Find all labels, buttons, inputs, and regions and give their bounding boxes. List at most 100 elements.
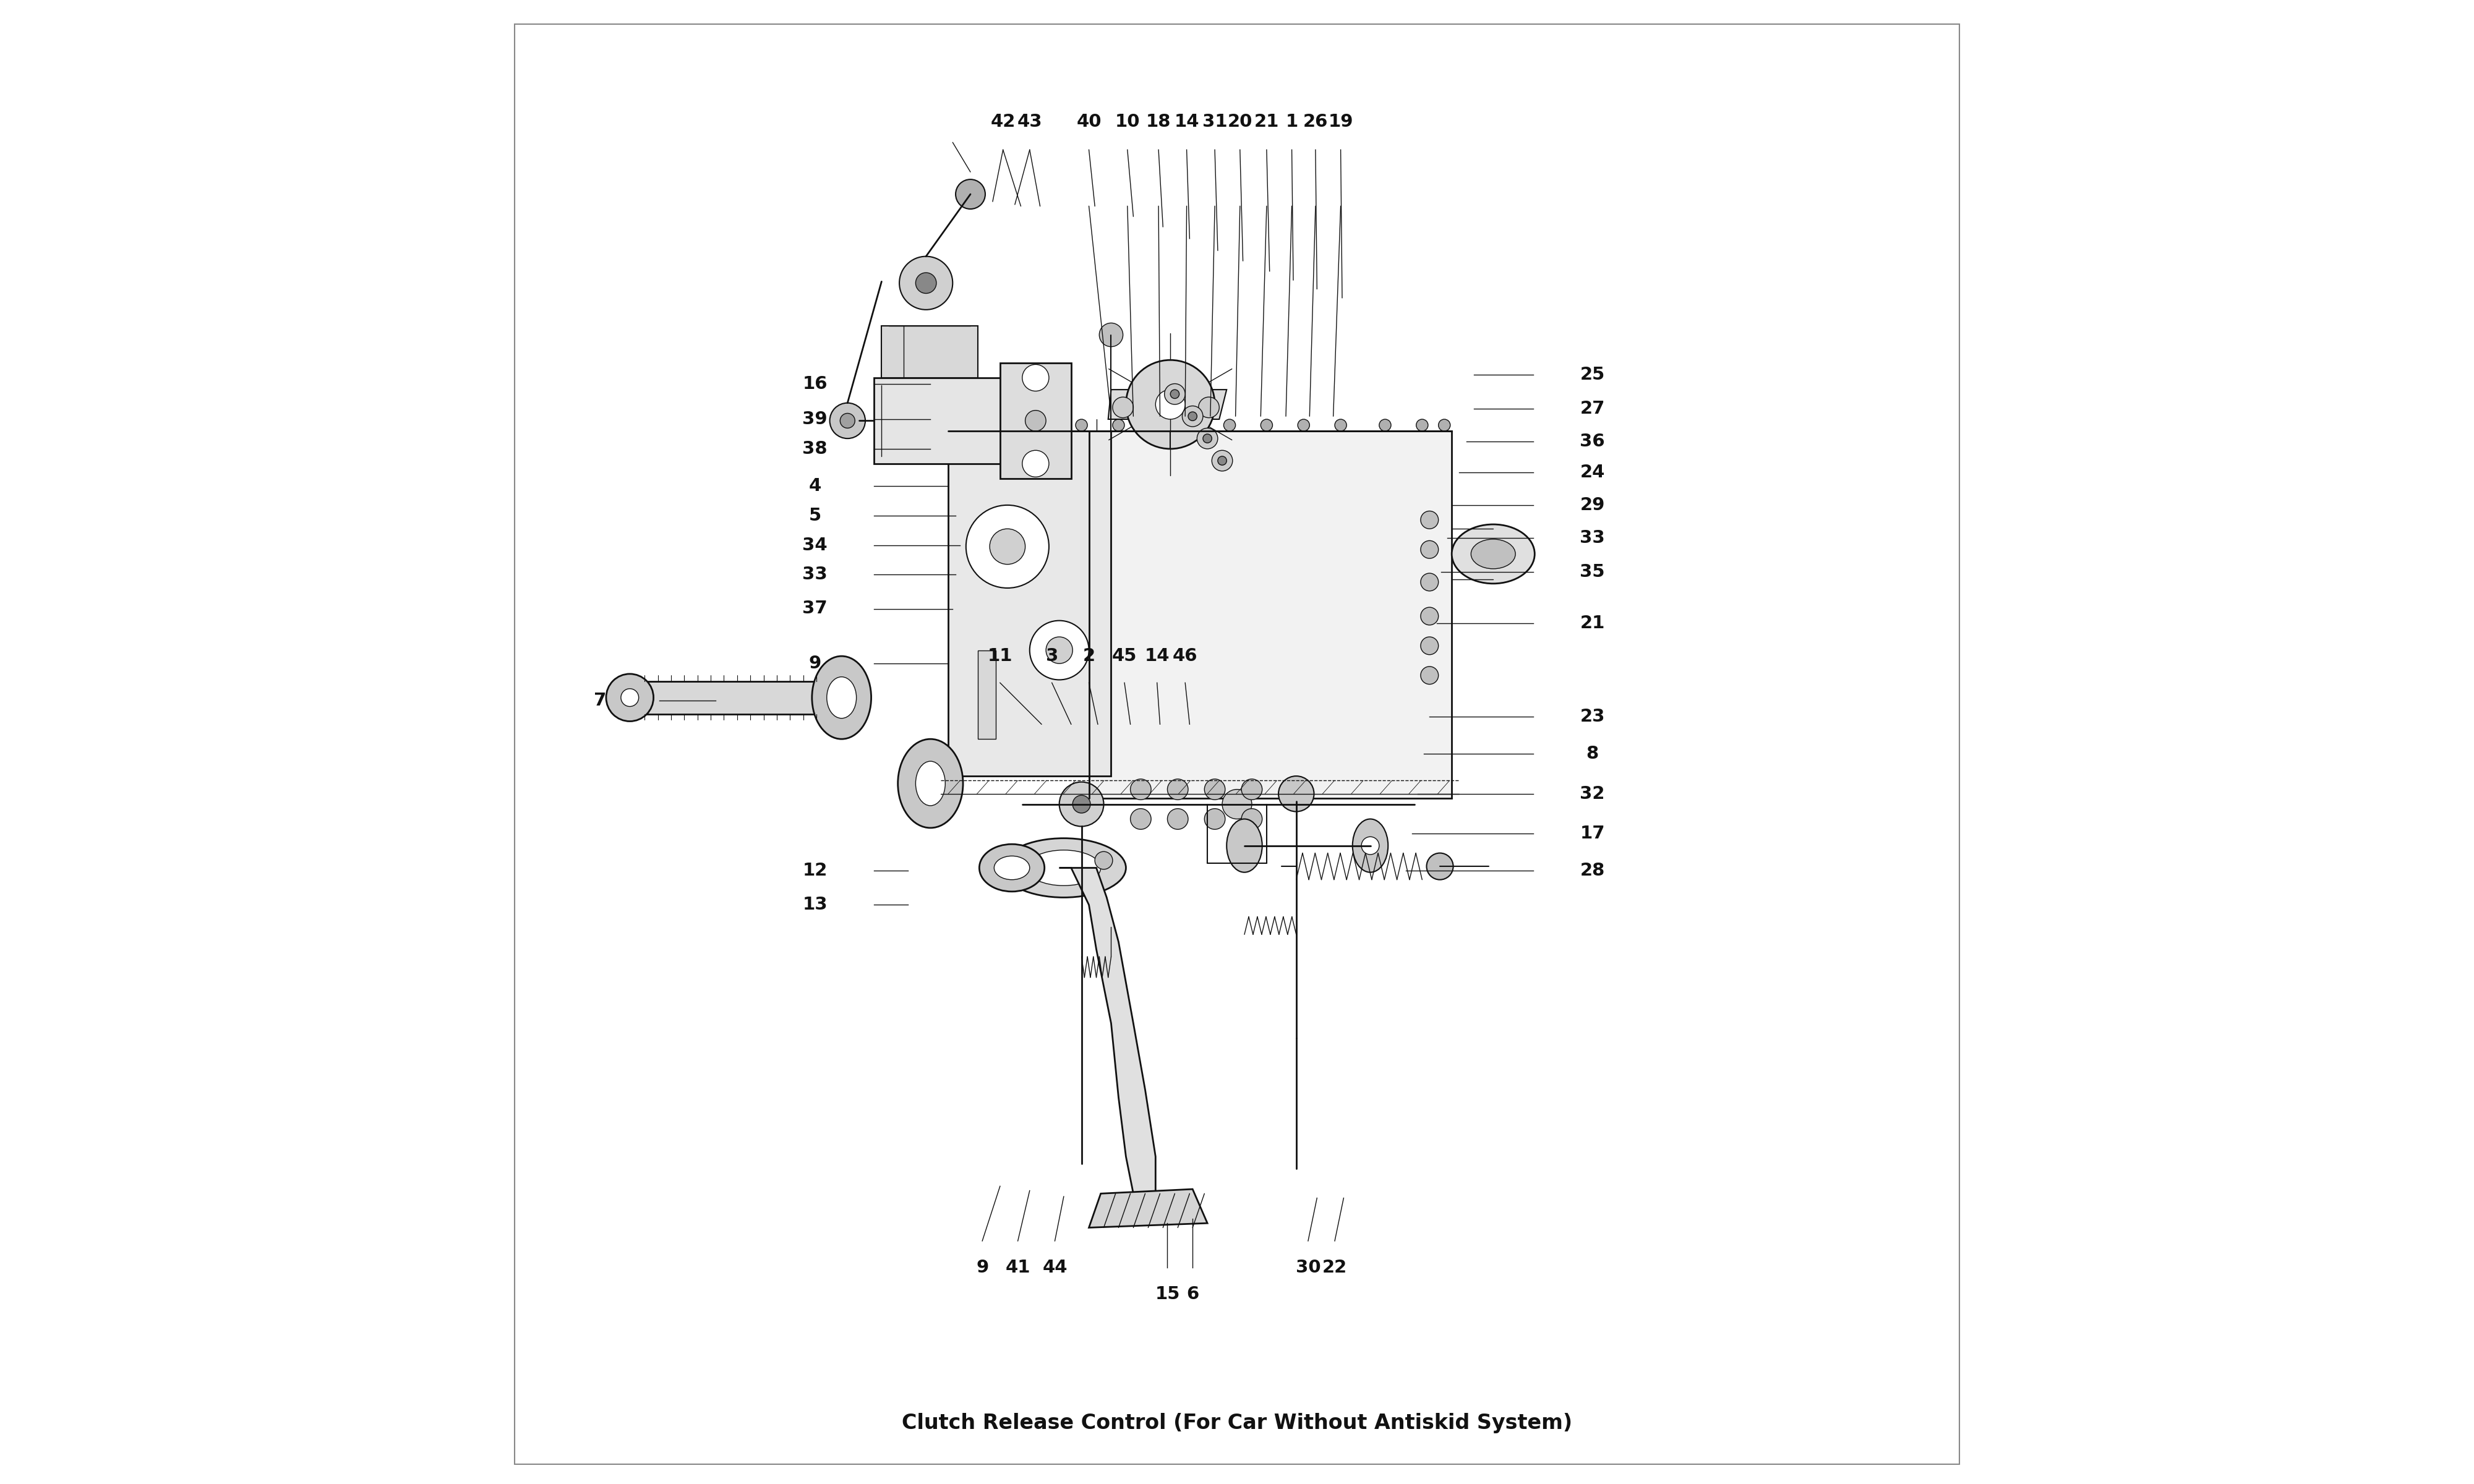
Bar [977,650,995,739]
Text: 25: 25 [1581,367,1606,383]
Text: 44: 44 [1042,1258,1066,1276]
Circle shape [1437,420,1450,430]
Circle shape [1415,420,1427,430]
Circle shape [1202,433,1212,442]
Circle shape [1242,809,1262,830]
Circle shape [1131,779,1150,800]
Polygon shape [1059,868,1155,1198]
Text: 3: 3 [1047,647,1059,665]
Text: 43: 43 [1017,113,1042,131]
Text: 15: 15 [1155,1285,1180,1303]
Text: 10: 10 [1116,113,1141,131]
Circle shape [1427,853,1452,880]
Ellipse shape [915,761,945,806]
Text: 41: 41 [1004,1258,1029,1276]
Text: 4: 4 [809,478,821,494]
Text: 30: 30 [1296,1258,1321,1276]
Circle shape [1197,427,1217,448]
Circle shape [955,180,985,209]
Circle shape [901,257,952,310]
Text: 39: 39 [802,411,826,427]
Circle shape [1002,420,1014,430]
Text: 23: 23 [1581,708,1606,726]
Ellipse shape [1452,524,1534,583]
Circle shape [1029,620,1089,680]
Polygon shape [1089,1189,1207,1227]
Ellipse shape [826,677,856,718]
Text: 1: 1 [1286,113,1299,131]
Circle shape [1420,510,1437,528]
Text: 5: 5 [809,508,821,524]
Text: 35: 35 [1581,562,1606,580]
Ellipse shape [1472,539,1517,568]
Circle shape [1074,795,1091,813]
Circle shape [621,689,638,706]
Text: 9: 9 [809,654,821,672]
Circle shape [1076,420,1089,430]
Bar [881,326,977,378]
Text: 32: 32 [1581,785,1606,803]
Circle shape [1131,809,1150,830]
Circle shape [1047,637,1074,663]
Circle shape [1098,324,1123,347]
Ellipse shape [1353,819,1388,873]
Text: 7: 7 [594,692,606,709]
Bar [948,430,1111,776]
Circle shape [1420,666,1437,684]
Circle shape [1378,420,1390,430]
Text: Clutch Release Control (For Car Without Antiskid System): Clutch Release Control (For Car Without … [901,1413,1573,1434]
Text: 27: 27 [1581,401,1606,417]
Circle shape [1022,365,1049,392]
Text: 45: 45 [1111,647,1138,665]
Circle shape [1217,456,1227,464]
Text: 16: 16 [802,375,826,392]
Ellipse shape [1002,838,1126,898]
Bar [999,364,1071,478]
Circle shape [1197,398,1220,418]
Text: 21: 21 [1254,113,1279,131]
Circle shape [1165,384,1185,405]
Circle shape [1336,420,1346,430]
Circle shape [1420,573,1437,591]
Circle shape [1096,852,1113,870]
Text: 31: 31 [1202,113,1227,131]
Text: 2: 2 [1084,647,1096,665]
Text: 20: 20 [1227,113,1252,131]
Text: 18: 18 [1145,113,1170,131]
Text: 8: 8 [1586,745,1598,763]
Text: 33: 33 [802,565,826,583]
Circle shape [1205,779,1225,800]
Ellipse shape [898,739,962,828]
Ellipse shape [1227,819,1262,873]
Bar [873,378,1007,463]
Circle shape [1150,420,1160,430]
Circle shape [1113,420,1126,430]
Text: 42: 42 [990,113,1014,131]
Circle shape [1299,420,1309,430]
Text: 22: 22 [1321,1258,1348,1276]
Circle shape [965,420,977,430]
Circle shape [1059,782,1103,827]
Text: 9: 9 [977,1258,990,1276]
Circle shape [1420,540,1437,558]
Circle shape [1222,789,1252,819]
Text: 6: 6 [1188,1285,1200,1303]
Circle shape [1126,361,1215,448]
Circle shape [1420,607,1437,625]
Text: 26: 26 [1304,113,1329,131]
Text: 46: 46 [1173,647,1197,665]
Text: 14: 14 [1175,113,1200,131]
Text: 24: 24 [1581,464,1606,481]
Circle shape [606,674,653,721]
Text: 28: 28 [1581,862,1606,880]
Bar [638,681,836,714]
Text: 14: 14 [1145,647,1170,665]
Text: 19: 19 [1329,113,1353,131]
Text: 17: 17 [1581,825,1606,843]
Ellipse shape [980,844,1044,892]
Circle shape [1183,407,1202,426]
Ellipse shape [1027,850,1101,886]
Circle shape [1212,450,1232,470]
Text: 40: 40 [1076,113,1101,131]
Circle shape [841,414,856,427]
